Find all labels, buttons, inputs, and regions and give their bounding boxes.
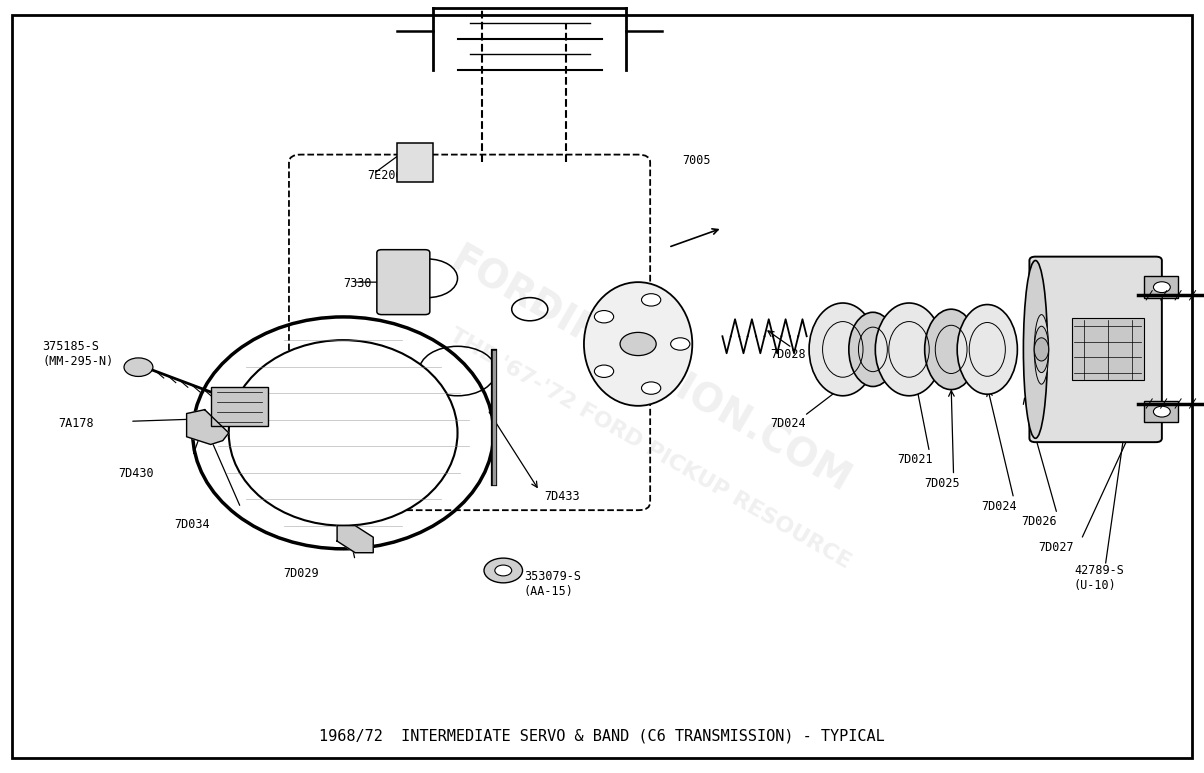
Ellipse shape [849,312,897,386]
Circle shape [1153,281,1170,292]
Text: 7330: 7330 [343,278,372,290]
Ellipse shape [925,309,978,390]
Polygon shape [337,526,373,553]
Text: 7D027: 7D027 [1038,541,1074,553]
Ellipse shape [1023,261,1047,438]
Ellipse shape [957,305,1017,394]
Text: 7D430: 7D430 [118,467,154,479]
Ellipse shape [875,303,943,396]
Bar [211,387,268,426]
Ellipse shape [1034,315,1049,384]
Bar [397,143,433,182]
Text: FORDIFICATION.COM: FORDIFICATION.COM [443,241,857,501]
Ellipse shape [229,340,458,526]
Text: 7D026: 7D026 [1021,516,1057,528]
Bar [1144,400,1178,422]
Circle shape [124,358,153,376]
Circle shape [1153,407,1170,417]
Text: THE '67-'72 FORD PICKUP RESOURCE: THE '67-'72 FORD PICKUP RESOURCE [447,325,854,572]
Ellipse shape [584,282,692,406]
Bar [1144,276,1178,298]
Ellipse shape [1034,326,1049,373]
Circle shape [642,382,661,394]
FancyBboxPatch shape [1029,257,1162,442]
Ellipse shape [809,303,877,396]
Text: 7D024: 7D024 [981,500,1017,512]
Circle shape [495,565,512,576]
Text: 42789-S
(U-10): 42789-S (U-10) [1074,564,1123,592]
Ellipse shape [1034,338,1049,361]
Text: 7D034: 7D034 [175,518,211,530]
Circle shape [595,365,614,377]
Text: 1968/72  INTERMEDIATE SERVO & BAND (C6 TRANSMISSION) - TYPICAL: 1968/72 INTERMEDIATE SERVO & BAND (C6 TR… [319,728,885,744]
Polygon shape [187,410,229,444]
Text: 353079-S
(AA-15): 353079-S (AA-15) [524,570,580,598]
Circle shape [642,294,661,306]
Text: 7D028: 7D028 [771,348,807,360]
Circle shape [620,332,656,356]
Circle shape [671,338,690,350]
Bar [1072,318,1144,380]
Text: 7E206: 7E206 [367,169,403,182]
Text: 7D024: 7D024 [771,417,807,430]
Text: 7005: 7005 [683,154,712,166]
Circle shape [595,311,614,323]
Text: 7D025: 7D025 [925,477,961,489]
Text: 7D029: 7D029 [283,567,319,580]
Text: 375185-S
(MM-295-N): 375185-S (MM-295-N) [42,340,113,368]
Text: 7D021: 7D021 [897,454,933,466]
Text: 7A178: 7A178 [58,417,94,430]
Text: 7D433: 7D433 [544,490,580,502]
FancyBboxPatch shape [377,250,430,315]
Circle shape [484,558,523,583]
